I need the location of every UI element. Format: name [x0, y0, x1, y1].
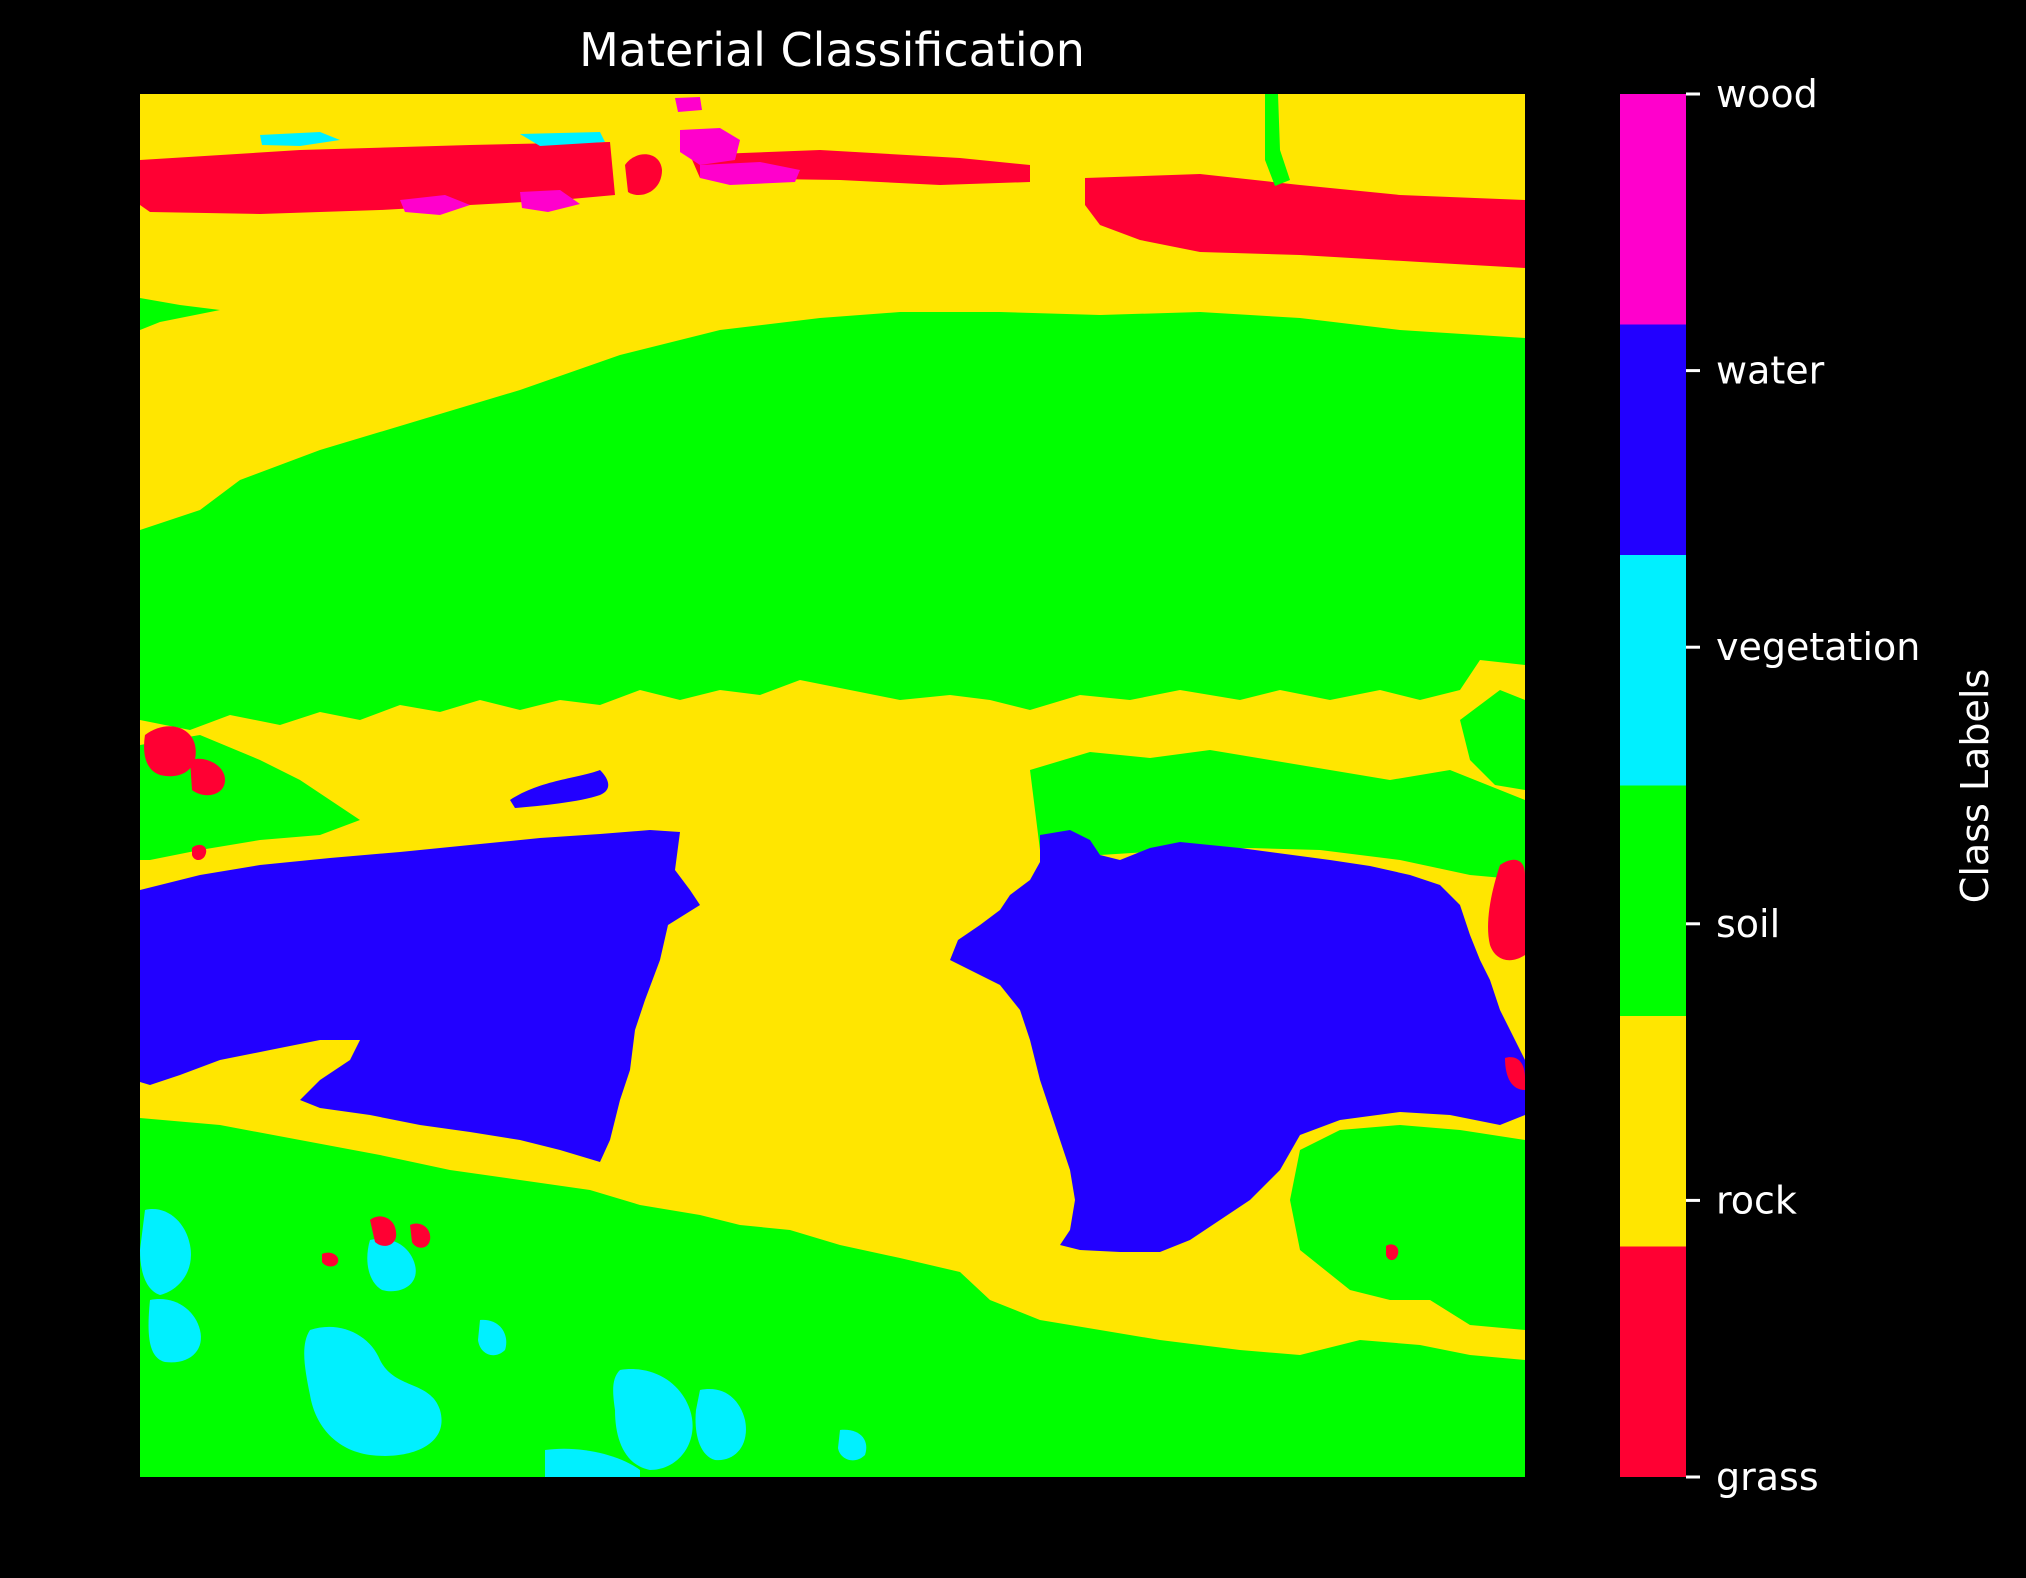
colorbar-tick-label-soil: soil — [1716, 902, 1780, 946]
map-region-water-right — [950, 830, 1525, 1252]
map-region-soil-upper — [140, 312, 1525, 730]
map-region-vegetation-bottom-7 — [695, 1389, 746, 1461]
map-region-wood-top-2 — [700, 162, 800, 185]
colorbar-segment-soil — [1620, 785, 1686, 1016]
map-region-wood-top-1 — [680, 128, 740, 165]
map-region-vegetation-bottom-8 — [545, 1448, 640, 1477]
map-region-water-left — [140, 830, 700, 1162]
map-region-grass-bottom-2 — [410, 1223, 431, 1248]
map-region-grass-right-ring — [1488, 859, 1525, 961]
map-region-vegetation-bottom-4 — [304, 1326, 442, 1456]
colorbar-segment-rock — [1620, 1016, 1686, 1247]
colorbar-tick-label-wood: wood — [1716, 72, 1818, 116]
colorbar-tick-label-rock: rock — [1716, 1178, 1797, 1222]
map-region-vegetation-bottom-1 — [140, 1209, 191, 1295]
map-region-grass-bottom-4 — [1386, 1244, 1399, 1261]
map-region-vegetation-bottom-3 — [367, 1238, 416, 1292]
colorbar-segment-vegetation — [1620, 555, 1686, 786]
map-region-vegetation-top-2 — [520, 132, 605, 146]
chart-title: Material Classification — [579, 23, 1085, 77]
map-region-soil-right-edge — [1460, 690, 1525, 790]
map-region-grass-top-blob — [625, 154, 662, 196]
map-region-grass-bottom-3 — [322, 1252, 339, 1267]
map-region-grass-top-right — [1085, 174, 1525, 268]
map-region-grass-left-1 — [144, 726, 196, 777]
colorbar-ticks: grass rock soil vegetation water wood — [1686, 72, 1920, 1499]
classification-map — [140, 94, 1525, 1477]
map-region-soil-top-stem — [1265, 94, 1290, 186]
colorbar — [1620, 94, 1686, 1477]
map-region-grass-bottom-1 — [370, 1216, 397, 1246]
colorbar-tick-label-grass: grass — [1716, 1455, 1819, 1499]
colorbar-tick-label-water: water — [1716, 349, 1825, 393]
map-region-water-left-small — [510, 770, 609, 808]
map-region-vegetation-top-1 — [260, 132, 340, 146]
map-region-grass-top-left — [140, 142, 615, 214]
map-region-grass-left-2 — [190, 758, 225, 796]
map-region-soil-upper-left-tip — [140, 298, 220, 330]
colorbar-segment-grass — [1620, 1246, 1686, 1477]
colorbar-label: Class Labels — [1953, 669, 1997, 903]
map-region-wood-top-3 — [400, 195, 470, 215]
map-region-soil-lower — [140, 1118, 1525, 1477]
colorbar-segment-water — [1620, 324, 1686, 555]
map-region-wood-top-5 — [675, 97, 702, 112]
colorbar-tick-label-vegetation: vegetation — [1716, 625, 1920, 669]
map-region-soil-lower-right — [1290, 1125, 1525, 1330]
map-region-grass-right-2 — [1505, 1057, 1525, 1090]
map-region-wood-top-4 — [520, 190, 580, 212]
map-region-vegetation-bottom-6 — [613, 1369, 693, 1470]
map-region-vegetation-bottom-5 — [478, 1319, 507, 1356]
colorbar-segment-wood — [1620, 94, 1686, 325]
map-region-grass-speck-a — [192, 844, 207, 861]
map-region-vegetation-bottom-9 — [838, 1429, 867, 1461]
map-region-vegetation-bottom-2 — [148, 1299, 201, 1363]
